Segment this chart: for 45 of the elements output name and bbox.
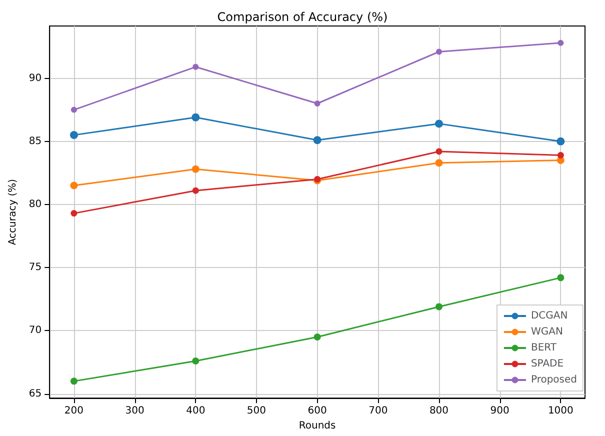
- x-tick-label: 600: [308, 406, 327, 417]
- y-tick-label: 85: [28, 136, 42, 147]
- point: [192, 113, 200, 122]
- point: [434, 120, 443, 128]
- y-tick-label: 80: [28, 198, 42, 210]
- y-tick-label: 90: [28, 72, 42, 84]
- point: [435, 159, 443, 167]
- legend-label: BERT: [530, 342, 558, 354]
- legend-label: WGAN: [530, 326, 563, 338]
- point: [192, 165, 200, 173]
- point: [557, 152, 564, 158]
- point: [70, 131, 78, 140]
- y-tick-label: 70: [28, 325, 42, 336]
- x-tick-label: 300: [125, 406, 144, 417]
- point: [192, 357, 200, 364]
- point: [192, 187, 199, 194]
- point: [70, 210, 78, 217]
- point: [436, 48, 442, 55]
- y-tick-label: 75: [28, 262, 42, 274]
- point: [435, 303, 442, 310]
- point: [556, 137, 565, 146]
- point: [436, 148, 442, 155]
- point: [70, 106, 77, 113]
- x-tick-label: 700: [368, 406, 388, 417]
- point: [70, 378, 78, 385]
- point: [557, 274, 564, 282]
- y-tick-label: 65: [28, 388, 42, 400]
- y-axis-title: Accuracy (%): [8, 178, 18, 246]
- x-tick-label: 200: [64, 406, 84, 417]
- x-axis-title: Rounds: [298, 420, 336, 432]
- point: [314, 334, 321, 341]
- legend-label: Proposed: [530, 374, 578, 386]
- point: [314, 100, 320, 106]
- point: [558, 40, 564, 46]
- x-tick-label: 400: [186, 406, 206, 417]
- chart-title: Comparison of Accuracy (%): [217, 10, 388, 24]
- x-tick-label: 800: [429, 406, 449, 417]
- point: [70, 182, 78, 190]
- x-tick-label: 900: [490, 406, 510, 417]
- point: [192, 64, 199, 70]
- legend-label: DCGAN: [530, 310, 568, 322]
- point: [313, 136, 322, 144]
- legend-label: SPADE: [530, 358, 564, 370]
- x-tick-label: 1000: [548, 406, 574, 417]
- x-tick-label: 500: [246, 406, 266, 417]
